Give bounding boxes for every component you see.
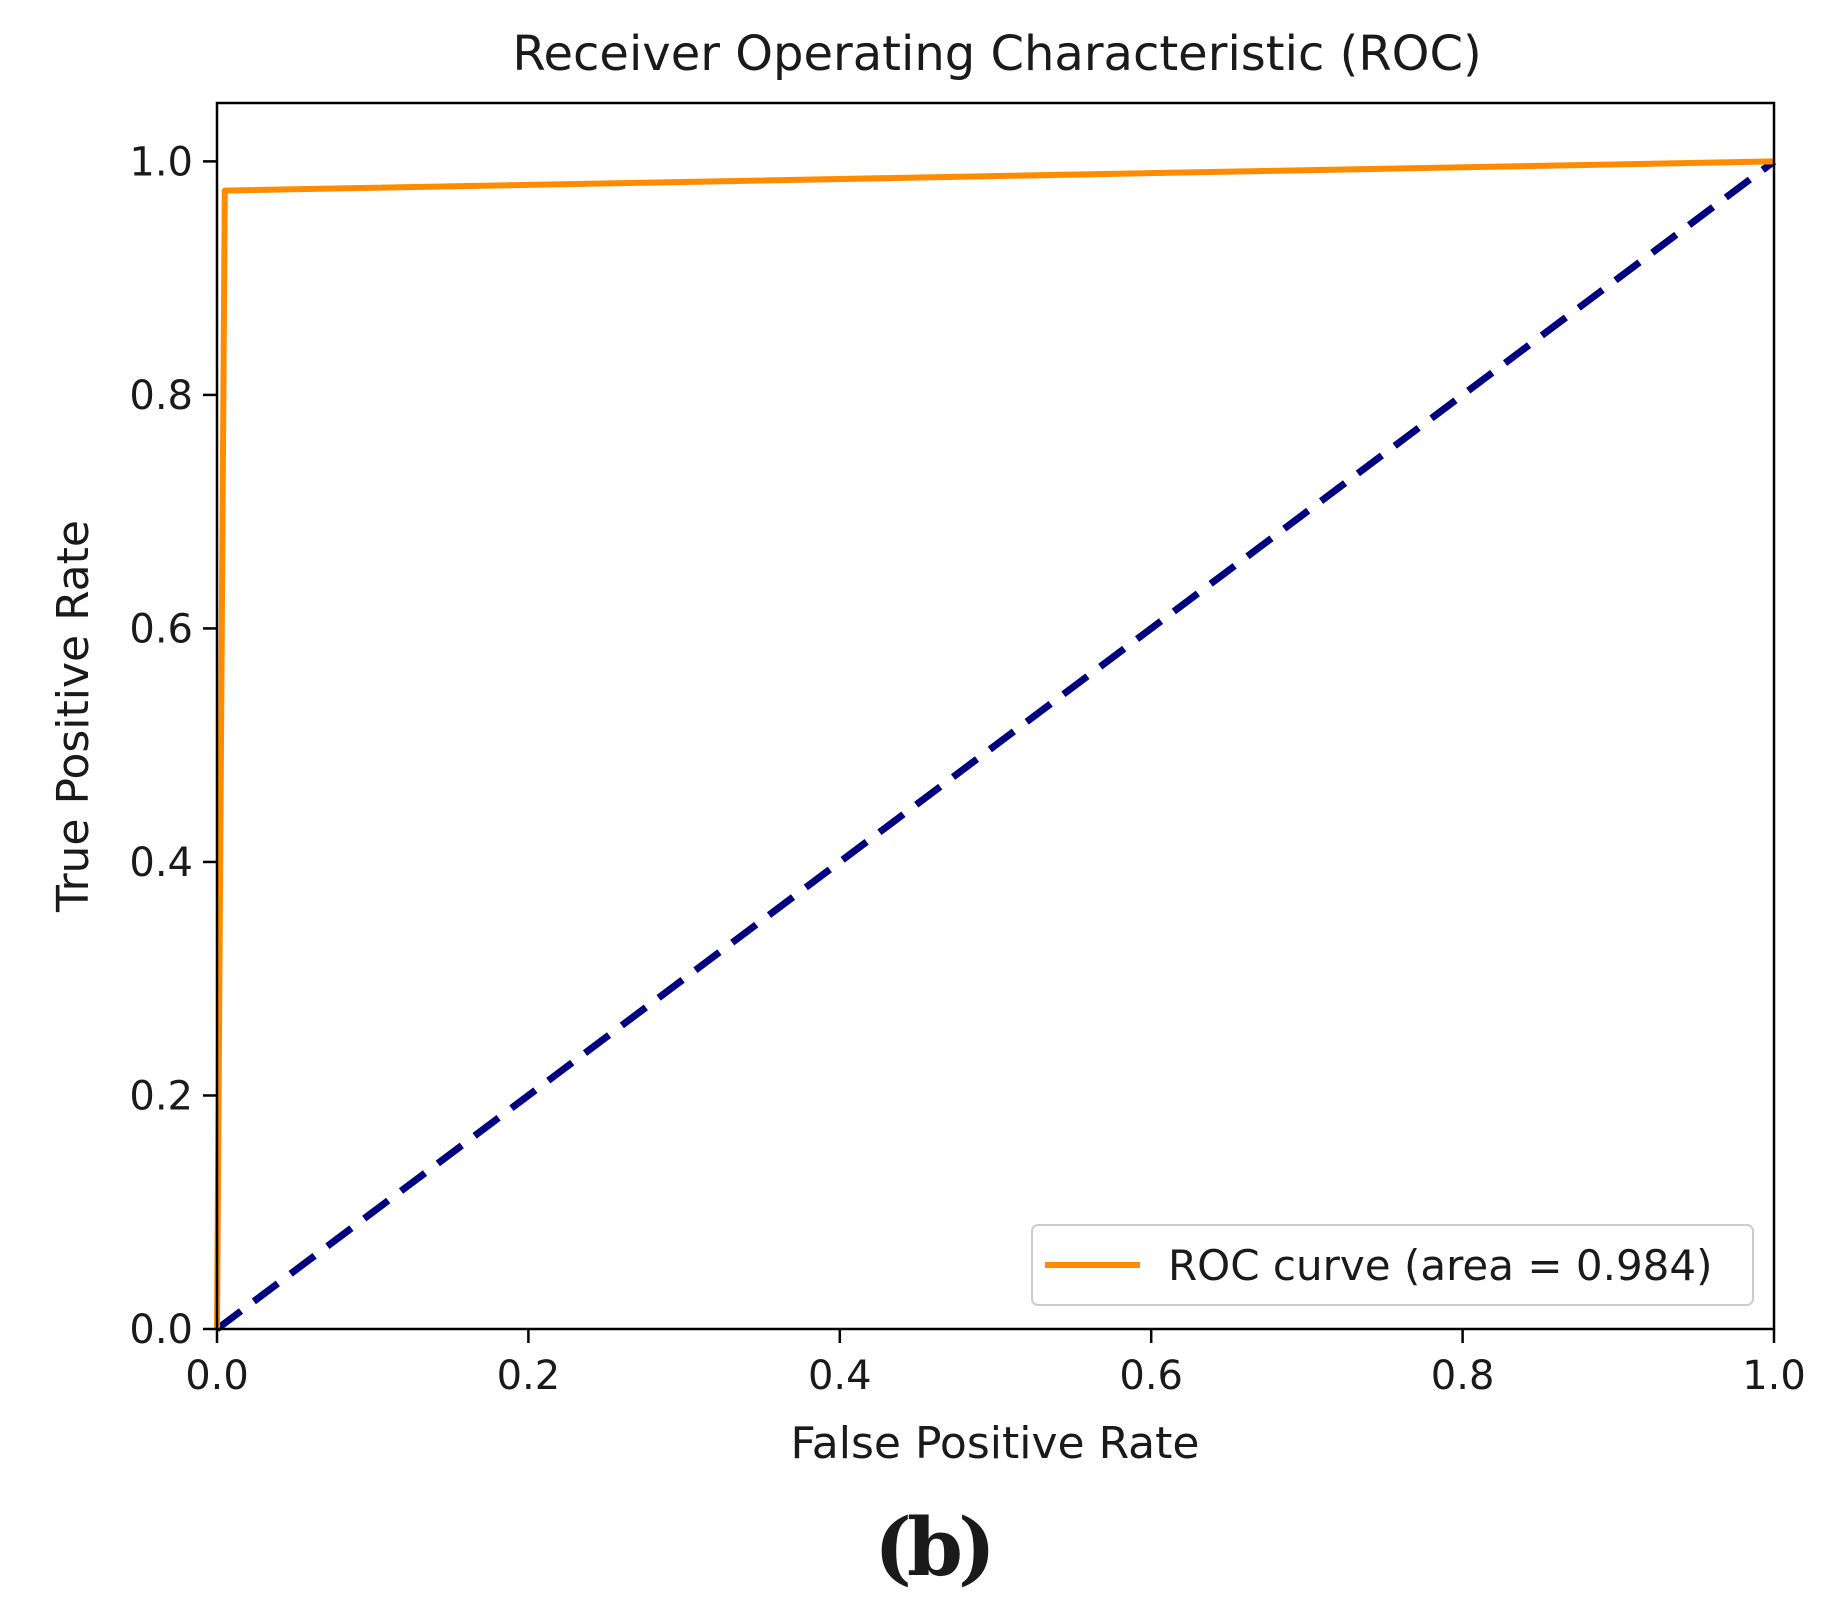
y-tick-label: 0.8 xyxy=(129,373,193,419)
y-tick-label: 0.0 xyxy=(129,1307,193,1353)
caption-close-paren: ) xyxy=(958,1500,996,1594)
caption-letter: b xyxy=(907,1500,963,1594)
y-axis-ticks: 0.0 0.2 0.4 0.6 0.8 1.0 xyxy=(129,139,217,1353)
x-axis-ticks: 0.0 0.2 0.4 0.6 0.8 1.0 xyxy=(185,1329,1806,1399)
legend-box xyxy=(1031,1224,1754,1306)
caption-open-paren: ( xyxy=(874,1500,912,1594)
legend: ROC curve (area = 0.984) xyxy=(1031,1224,1754,1306)
x-tick-label: 1.0 xyxy=(1742,1353,1806,1399)
x-axis-title: False Positive Rate xyxy=(791,1418,1200,1469)
chart-title: Receiver Operating Characteristic (ROC) xyxy=(512,26,1481,82)
axes-frame xyxy=(215,101,1776,1331)
roc-curve-line xyxy=(214,158,1775,1330)
y-tick-label: 0.2 xyxy=(129,1073,193,1119)
chance-diagonal-line xyxy=(214,158,1777,1332)
x-tick-label: 0.0 xyxy=(185,1353,249,1399)
x-tick-label: 0.4 xyxy=(808,1353,872,1399)
panel-caption: ( b ) xyxy=(874,1500,996,1594)
plot-area xyxy=(217,103,1774,1329)
y-axis-title: True Positive Rate xyxy=(48,520,99,913)
y-tick-label: 0.6 xyxy=(129,606,193,652)
legend-label-roc: ROC curve (area = 0.984) xyxy=(1168,1241,1713,1290)
y-tick-label: 0.4 xyxy=(129,840,193,886)
y-tick-label: 1.0 xyxy=(129,139,193,185)
x-tick-label: 0.6 xyxy=(1119,1353,1183,1399)
x-tick-label: 0.8 xyxy=(1431,1353,1495,1399)
x-tick-label: 0.2 xyxy=(497,1353,561,1399)
